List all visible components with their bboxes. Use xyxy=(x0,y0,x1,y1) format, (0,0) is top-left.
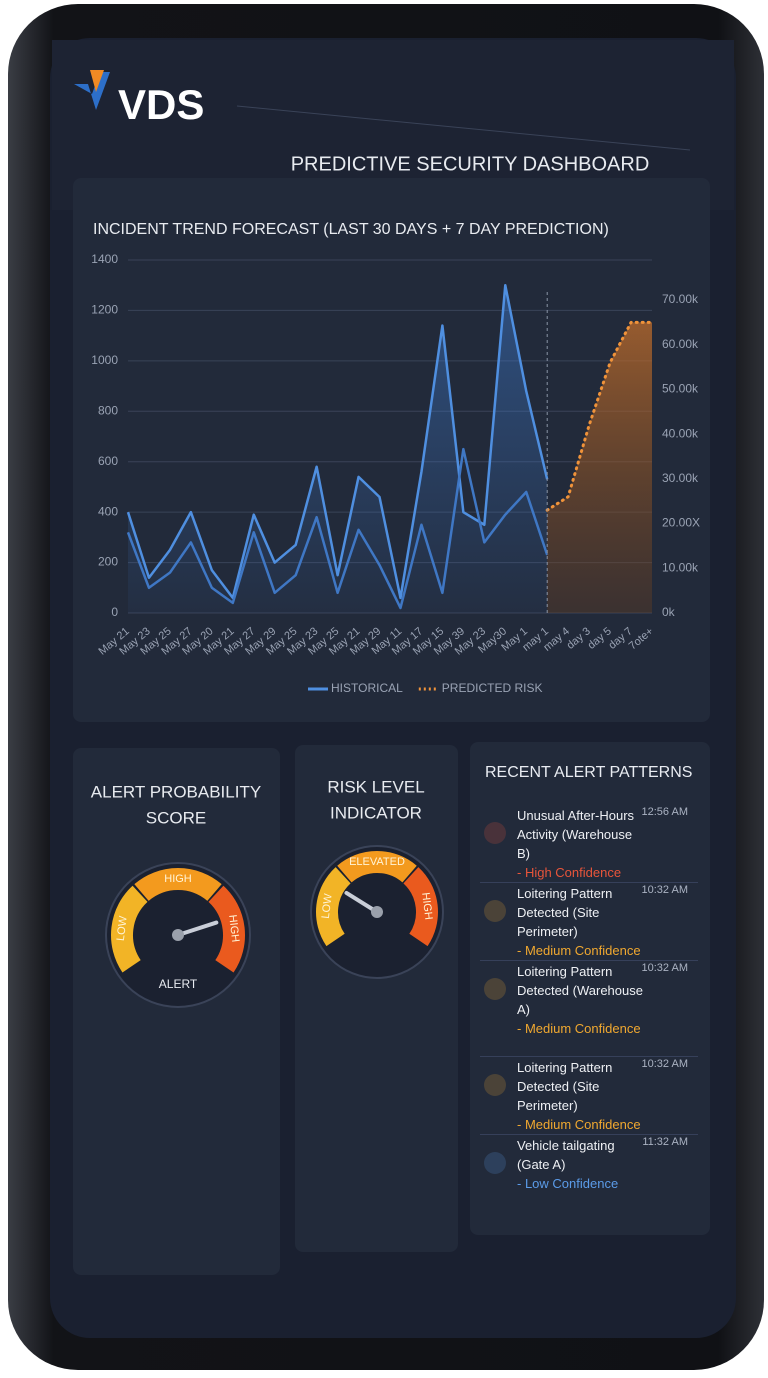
y-tick-label: 200 xyxy=(98,555,118,569)
y2-tick-label: 70.00k xyxy=(662,292,699,306)
gauge-title: ALERT PROBABILITY xyxy=(91,782,261,801)
gauge-segment xyxy=(403,867,438,947)
alert-time: 10:32 AM xyxy=(641,962,688,974)
gauge-segment xyxy=(337,851,417,883)
gauge-segment-label: HIGH xyxy=(419,892,434,921)
gauge-segment xyxy=(111,885,148,973)
alert-time: 10:32 AM xyxy=(641,884,688,896)
alert-confidence: - Medium Confidence xyxy=(517,1021,641,1036)
gauge-segment xyxy=(134,868,222,902)
gauge-segment-label: HIGH xyxy=(164,873,192,885)
dashboard-title: PREDICTIVE SECURITY DASHBOARD xyxy=(291,153,650,175)
y2-tick-label: 10.00k xyxy=(662,560,699,574)
y2-tick-label: 50.00k xyxy=(662,382,699,396)
gauge-hub xyxy=(371,906,383,918)
y2-tick-label: 60.00k xyxy=(662,337,699,351)
y2-tick-label: 0k xyxy=(662,605,676,619)
alert-icon xyxy=(484,822,506,844)
series-line xyxy=(545,320,654,512)
gauge-title: RISK LEVEL xyxy=(327,777,424,796)
y2-tick-label: 30.00k xyxy=(662,471,699,485)
alert-item: Loitering Pattern Detected (Site Perimet… xyxy=(480,884,698,961)
alert-text: Loitering Pattern Detected (Site Perimet… xyxy=(517,1058,647,1134)
alert-icon xyxy=(484,1074,506,1096)
y2-tick-label: 20.00X xyxy=(662,516,700,530)
logo-mark xyxy=(74,72,110,110)
alert-time: 12:56 AM xyxy=(641,806,688,818)
alert-confidence: - Medium Confidence xyxy=(517,943,641,958)
logo-mark xyxy=(90,70,104,92)
gauge-needle xyxy=(176,920,219,937)
legend-label: PREDICTED RISK xyxy=(442,681,543,695)
y-tick-label: 1000 xyxy=(91,353,118,367)
alert-text: Unusual After-Hours Activity (Warehouse … xyxy=(517,806,647,882)
y-tick-label: 400 xyxy=(98,504,118,518)
y2-tick-label: 40.00k xyxy=(662,426,699,440)
alert-confidence: - Low Confidence xyxy=(517,1176,619,1191)
gauge-segment-label: ELEVATED xyxy=(349,856,405,868)
alerts-panel: RECENT ALERT PATTERNS Unusual After-Hour… xyxy=(470,742,710,1235)
gauge-segment xyxy=(316,867,351,947)
alert-time: 10:32 AM xyxy=(641,1058,688,1070)
gauge-segment-label: HIGH xyxy=(226,914,241,943)
series-area xyxy=(128,285,548,613)
series-line xyxy=(126,447,549,610)
logo-text: VDS xyxy=(118,81,204,128)
alert-icon xyxy=(484,900,506,922)
alert-item: Loitering Pattern Detected (Site Perimet… xyxy=(480,1058,698,1135)
gauge-panel xyxy=(73,748,280,1275)
alert-item: Vehicle tailgating (Gate A) - Low Confide… xyxy=(480,1136,698,1220)
gauge-title: INDICATOR xyxy=(330,803,422,822)
gauge-caption: ALERT xyxy=(159,977,198,991)
gauge-segment xyxy=(208,885,245,973)
gauge-hub xyxy=(172,929,184,941)
alerts-title: RECENT ALERT PATTERNS xyxy=(485,764,693,781)
gauge-segment-label: LOW xyxy=(320,892,335,919)
legend-label: HISTORICAL xyxy=(331,681,403,695)
alert-text: Loitering Pattern Detected (Warehouse A)… xyxy=(517,962,647,1038)
series-line xyxy=(126,283,549,600)
y-tick-label: 600 xyxy=(98,454,118,468)
chart-title: INCIDENT TREND FORECAST (LAST 30 DAYS + … xyxy=(93,221,609,238)
y-tick-label: 1400 xyxy=(91,252,118,266)
header-line xyxy=(236,105,691,151)
alert-item: Loitering Pattern Detected (Warehouse A)… xyxy=(480,962,698,1057)
alert-icon xyxy=(484,1152,506,1174)
alert-item: Unusual After-Hours Activity (Warehouse … xyxy=(480,806,698,883)
alert-text: Vehicle tailgating (Gate A) - Low Confide… xyxy=(517,1136,647,1193)
gauge-title: SCORE xyxy=(146,808,206,827)
alert-time: 11:32 AM xyxy=(642,1136,688,1148)
gauge-segment-label: LOW xyxy=(115,915,130,942)
y-tick-label: 800 xyxy=(98,403,118,417)
alert-confidence: - Medium Confidence xyxy=(517,1117,641,1132)
alert-confidence: - High Confidence xyxy=(517,865,622,880)
alert-icon xyxy=(484,978,506,1000)
y-tick-label: 1200 xyxy=(91,303,118,317)
y-tick-label: 0 xyxy=(111,605,118,619)
alert-text: Loitering Pattern Detected (Site Perimet… xyxy=(517,884,647,960)
series-area xyxy=(547,322,652,613)
